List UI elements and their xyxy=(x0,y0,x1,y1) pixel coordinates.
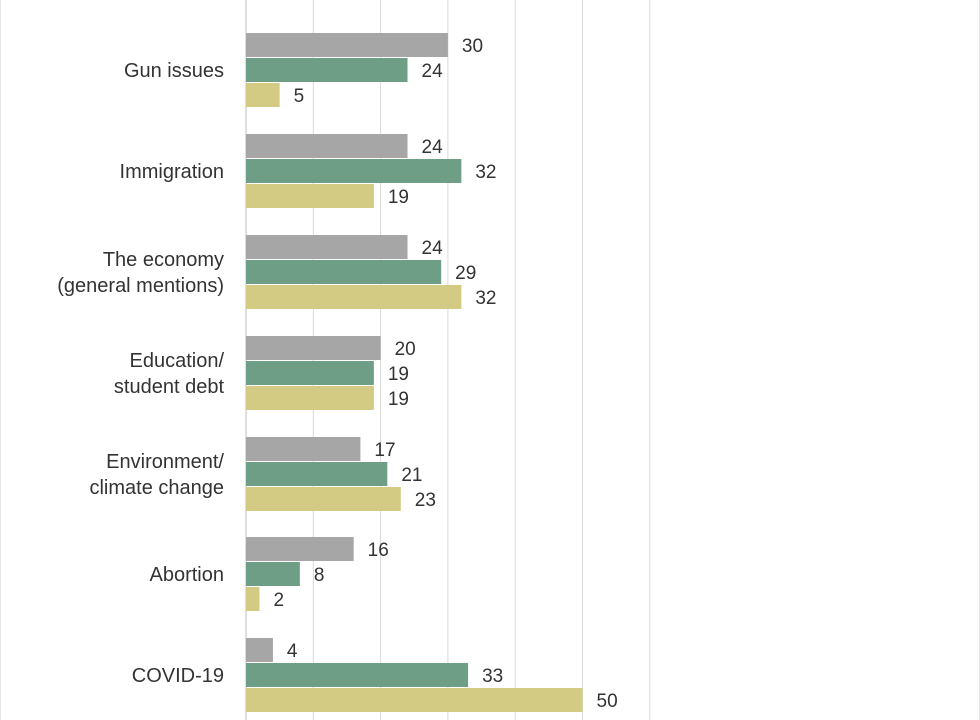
data-label: 33 xyxy=(482,666,503,687)
data-label: 24 xyxy=(422,238,444,259)
category-labels: Gun issues Immigration The economy (general… xyxy=(57,60,224,687)
category-label: Environment/climate change xyxy=(89,451,224,499)
data-label: 24 xyxy=(422,61,444,82)
category-label: The economy (general mentions) xyxy=(57,249,224,297)
category-label-line: Education/ xyxy=(129,350,224,372)
bar xyxy=(246,159,462,183)
data-label: 32 xyxy=(475,162,496,183)
data-label: 30 xyxy=(462,36,483,57)
data-label: 20 xyxy=(395,339,416,360)
bar xyxy=(246,638,273,662)
category-label-line: Abortion xyxy=(150,564,225,586)
bar xyxy=(246,537,354,561)
data-label: 19 xyxy=(388,187,409,208)
bar xyxy=(246,134,408,158)
category-label-line: climate change xyxy=(89,477,224,499)
data-label: 17 xyxy=(374,440,395,461)
category-label-line: The economy xyxy=(103,249,224,271)
data-label: 50 xyxy=(597,691,618,712)
category-label: Immigration xyxy=(120,161,224,183)
bar xyxy=(246,361,374,385)
data-label: 5 xyxy=(294,86,305,107)
value-labels: 030242420171642432291921833519321923250 xyxy=(273,36,618,712)
data-label: 29 xyxy=(455,263,476,284)
bar xyxy=(246,235,408,259)
data-label: 32 xyxy=(475,288,496,309)
data-label: 19 xyxy=(388,364,409,385)
category-label: Gun issues xyxy=(124,60,224,82)
bar xyxy=(246,336,381,360)
category-label-line: COVID-19 xyxy=(132,665,224,687)
data-label: 21 xyxy=(401,465,422,486)
data-label: 23 xyxy=(415,490,436,511)
category-label-line: student debt xyxy=(114,376,225,398)
bars xyxy=(246,33,583,712)
category-label-line: (general mentions) xyxy=(57,275,224,297)
bar xyxy=(246,587,260,611)
category-label-line: Immigration xyxy=(120,161,224,183)
bar xyxy=(246,437,361,461)
category-label: COVID-19 xyxy=(132,665,224,687)
bar xyxy=(246,184,374,208)
bar xyxy=(246,260,442,284)
data-label: 16 xyxy=(368,540,389,561)
bar xyxy=(246,58,408,82)
bar xyxy=(246,663,469,687)
bar xyxy=(246,688,583,712)
category-label-line: Environment/ xyxy=(106,451,224,473)
data-label: 4 xyxy=(287,641,298,662)
data-label: 24 xyxy=(422,137,444,158)
category-label: Education/student debt xyxy=(114,350,225,398)
bar xyxy=(246,386,374,410)
bar xyxy=(246,33,448,57)
category-label-line: Gun issues xyxy=(124,60,224,82)
bar xyxy=(246,462,388,486)
category-label: Abortion xyxy=(150,564,225,586)
bar xyxy=(246,285,462,309)
data-label: 8 xyxy=(314,565,325,586)
data-label: 19 xyxy=(388,389,409,410)
bar xyxy=(246,487,401,511)
bar xyxy=(246,562,300,586)
data-label: 2 xyxy=(273,590,284,611)
bar xyxy=(246,83,280,107)
